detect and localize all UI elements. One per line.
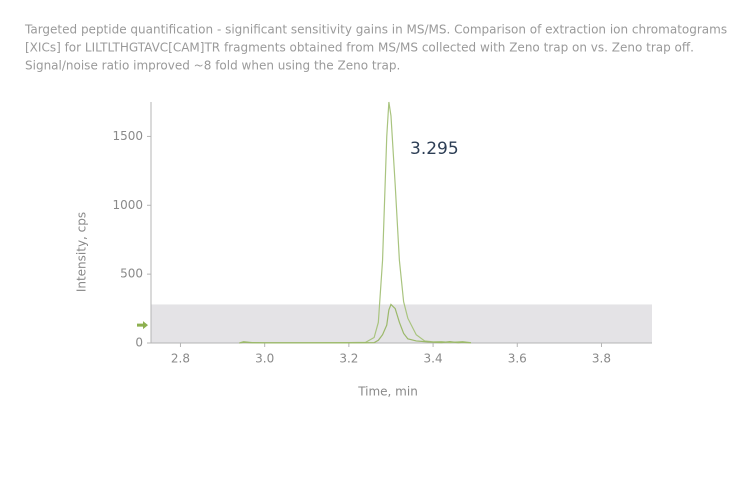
line-series (239, 303, 472, 344)
y-axis-label: Intensity, cps (75, 212, 89, 292)
y-tick-label: 1500 (112, 129, 143, 143)
x-tick-label: 2.8 (171, 352, 190, 366)
x-tick-label: 3.0 (255, 352, 274, 366)
caption-line: [XICs] for LILTLTHGTAVC[CAM]TR fragments… (25, 41, 694, 55)
level-arrow (137, 321, 148, 330)
x-tick-label: 3.6 (508, 352, 527, 366)
x-tick-label: 3.8 (592, 352, 611, 366)
caption-line: Targeted peptide quantification - signif… (24, 23, 727, 37)
caption-line: Signal/noise ratio improved ~8 fold when… (25, 59, 400, 73)
x-tick-label: 3.2 (339, 352, 358, 366)
highlight-band (151, 304, 652, 343)
y-tick-label: 500 (120, 267, 143, 281)
y-tick-label: 0 (135, 336, 143, 350)
x-tick-label: 3.4 (424, 352, 443, 366)
x-axis-label: Time, min (357, 385, 418, 399)
peak-annotation: 3.295 (410, 139, 459, 159)
y-tick-label: 1000 (112, 198, 143, 212)
